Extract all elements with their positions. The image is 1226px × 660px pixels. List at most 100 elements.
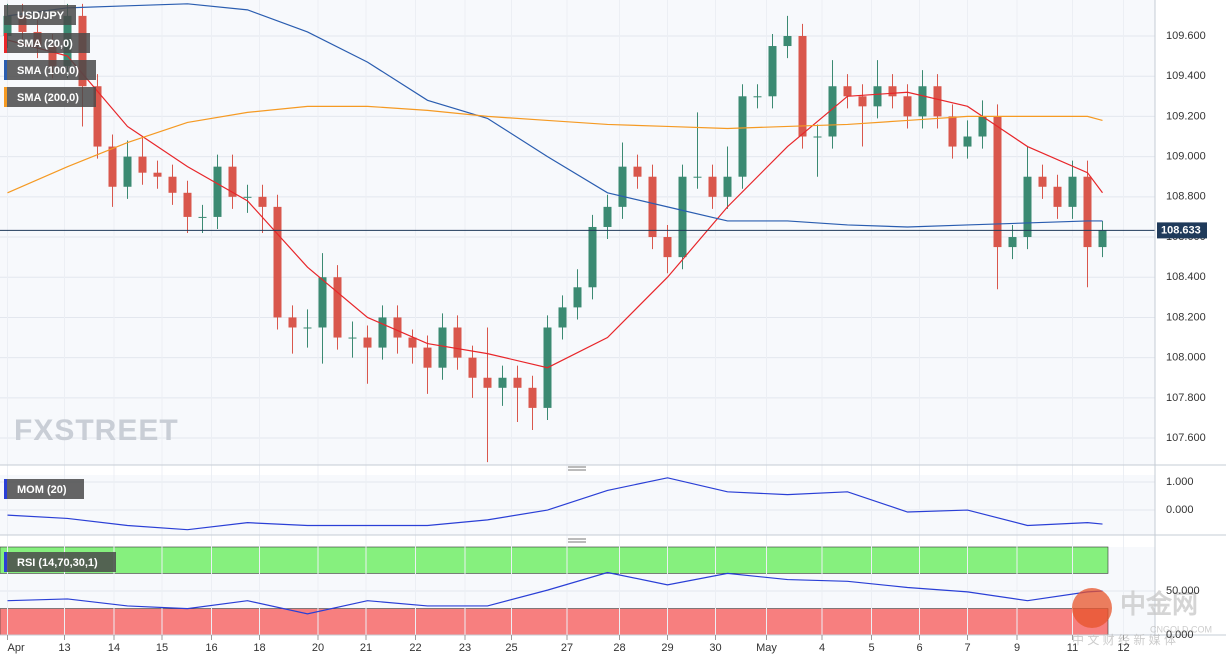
candle-body: [288, 317, 297, 328]
brand-name: 中金网: [1120, 589, 1198, 619]
candle-body: [768, 46, 777, 97]
y-tick-label: 107.800: [1166, 392, 1206, 404]
legend-label: SMA (20,0): [17, 38, 73, 50]
candle-body: [738, 96, 747, 177]
main-panel: [0, 0, 1155, 465]
candle-body: [618, 166, 627, 207]
legend-swatch: [4, 479, 7, 499]
candle-body: [198, 216, 207, 218]
y-tick-label: 108.200: [1166, 311, 1206, 323]
x-tick-label: 4: [819, 642, 825, 654]
candle-body: [258, 196, 267, 207]
x-tick-label: 28: [613, 642, 625, 654]
indicator-line: [7, 477, 1103, 531]
candle-body: [48, 46, 57, 67]
x-tick-label: 22: [409, 642, 421, 654]
legend-box: [4, 33, 90, 53]
y-tick-label: 109.600: [1166, 30, 1206, 42]
candle-body: [903, 96, 912, 117]
candle-body: [783, 35, 792, 47]
candle-body: [378, 317, 387, 348]
x-tick-label: 15: [156, 642, 168, 654]
x-tick-label: 21: [360, 642, 372, 654]
candle-body: [3, 15, 12, 36]
candle-body: [858, 96, 867, 107]
candle-body: [453, 327, 462, 358]
legend-swatch: [4, 87, 7, 107]
candle-body: [1068, 176, 1077, 207]
candle-body: [828, 86, 837, 137]
candle-body: [918, 86, 927, 117]
candle-body: [648, 176, 657, 238]
legend-swatch: [4, 552, 7, 572]
y-tick-label: 108.400: [1166, 271, 1206, 283]
candle-body: [183, 192, 192, 217]
brand-logo: [1072, 588, 1112, 628]
candle-body: [708, 176, 717, 197]
candle-body: [108, 146, 117, 187]
candle-body: [513, 377, 522, 388]
legend-label: SMA (100,0): [17, 65, 79, 77]
x-tick-label: 25: [505, 642, 517, 654]
indicator-line: [7, 571, 1103, 615]
legend-box: [4, 479, 84, 499]
y-tick-label: 0.000: [1166, 629, 1194, 641]
legend-label: SMA (200,0): [17, 92, 79, 104]
candle-body: [168, 176, 177, 193]
brand-site: CNGOLD.COM: [1150, 624, 1212, 634]
brand-slogan: 中 文 财 经 新 媒 体: [1072, 632, 1176, 647]
legend-swatch: [4, 60, 7, 80]
candle-body: [693, 176, 702, 178]
y-tick-label: 109.400: [1166, 70, 1206, 82]
y-tick-label: 1.000: [1166, 476, 1194, 488]
grid-layer: [0, 0, 1155, 636]
candle-body: [723, 176, 732, 197]
candle-body: [408, 337, 417, 348]
candle-body: [933, 86, 942, 117]
candle-body: [138, 156, 147, 173]
candle-body: [963, 136, 972, 147]
resize-handle[interactable]: [568, 466, 586, 543]
candle-body: [948, 116, 957, 147]
indicator-line: [7, 105, 1103, 194]
current-price-label: 108.633: [1161, 224, 1201, 236]
candle-body: [318, 277, 327, 328]
legend-label: MOM (20): [17, 484, 67, 496]
x-tick-label: 16: [205, 642, 217, 654]
watermark: FXSTREET: [14, 414, 179, 447]
candle-body: [273, 206, 282, 318]
candle-body: [843, 86, 852, 97]
candle-body: [1023, 176, 1032, 238]
y-tick-label: 0.000: [1166, 504, 1194, 516]
legend-box: [4, 60, 96, 80]
x-tick-label: 27: [561, 642, 573, 654]
legend-box: [4, 87, 96, 107]
legend-label: USD/JPY: [17, 10, 65, 22]
candle-body: [873, 86, 882, 107]
y-tick-label: 109.200: [1166, 110, 1206, 122]
x-tick-label: 29: [661, 642, 673, 654]
candle-body: [498, 377, 507, 388]
y-tick-label: 50.000: [1166, 585, 1200, 597]
indicator-line: [7, 3, 1103, 228]
x-tick-label: 30: [709, 642, 721, 654]
candle-body: [468, 357, 477, 378]
candle-body: [1008, 237, 1017, 248]
candle-body: [603, 206, 612, 227]
candle-body: [363, 337, 372, 348]
legend-label: RSI (14,70,30,1): [17, 557, 98, 569]
x-tick-label: 14: [108, 642, 120, 654]
candle-body: [1083, 176, 1092, 248]
candle-body: [228, 166, 237, 197]
candle-body: [438, 327, 447, 368]
y-tick-label: 109.000: [1166, 151, 1206, 163]
candle-body: [753, 96, 762, 98]
candle-body: [558, 307, 567, 328]
candle-body: [588, 226, 597, 288]
legend-box: [4, 552, 116, 572]
y-tick-label: 108.800: [1166, 191, 1206, 203]
candle-body: [423, 347, 432, 368]
x-tick-label: 5: [868, 642, 874, 654]
candle-body: [123, 156, 132, 187]
